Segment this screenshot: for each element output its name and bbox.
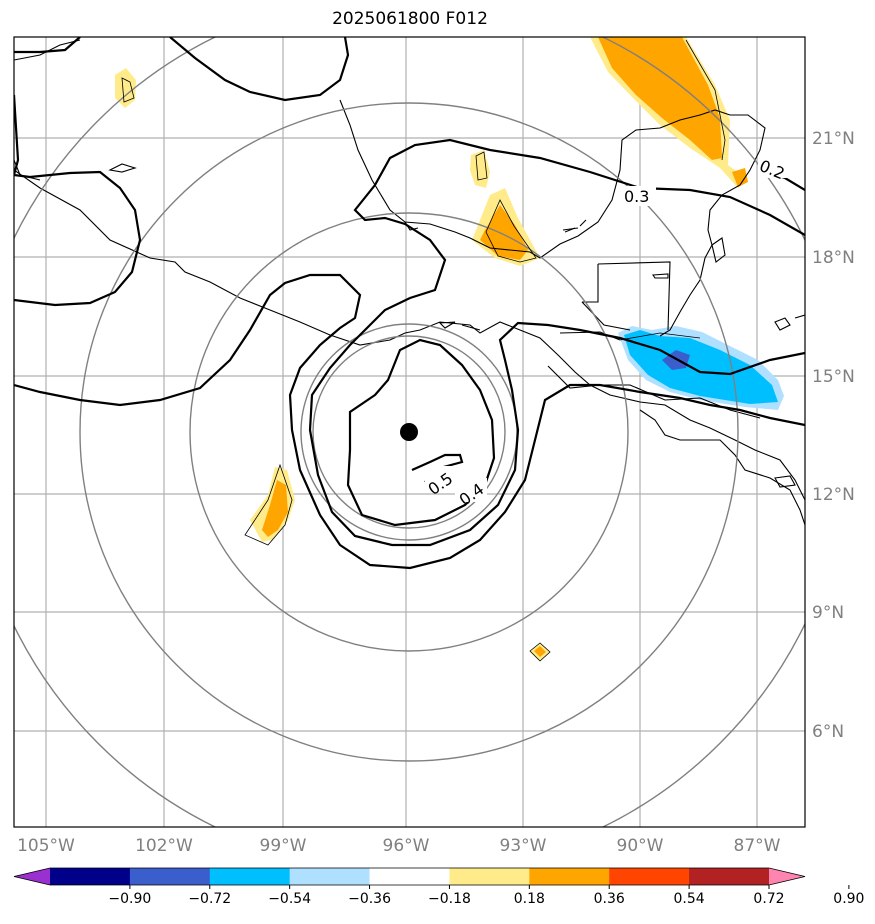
lat-label: 21°N (812, 129, 855, 149)
colorbar: −0.90 −0.72 −0.54 −0.36 −0.18 0.18 0.36 0.54 0.7… (13, 867, 864, 907)
colorbar-segment (289, 868, 371, 885)
lon-label: 102°W (135, 836, 193, 856)
lon-label: 90°W (617, 836, 664, 856)
colorbar-segment (609, 868, 690, 885)
colorbar-tick-label: 0.72 (753, 891, 784, 907)
colorbar-extend-min (14, 868, 50, 885)
colorbar-tick-label: −0.18 (428, 891, 471, 907)
colorbar-tick-label: 0.90 (833, 891, 864, 907)
lat-label: 18°N (812, 248, 855, 268)
colorbar-segment (129, 868, 211, 885)
lat-label: 9°N (812, 603, 844, 623)
colorbar-segment (529, 868, 610, 885)
lon-label: 96°W (383, 836, 430, 856)
shade-outlines (121, 39, 726, 662)
lat-label: 15°N (812, 367, 855, 387)
map-title: 2025061800 F012 (332, 9, 488, 29)
storm-center-marker (400, 423, 418, 441)
colorbar-outline (13, 867, 806, 886)
colorbar-segment (50, 868, 131, 885)
colorbar-segment (689, 868, 770, 885)
colorbar-segment (449, 868, 530, 885)
colorbar-segment (369, 868, 450, 885)
lon-label: 93°W (500, 836, 547, 856)
lon-label: 99°W (260, 836, 307, 856)
shaded-field-negative (618, 326, 784, 410)
contour-lines (14, 37, 805, 570)
contour-label-0-3: 0.3 (624, 187, 649, 206)
latitude-labels: 21°N 18°N 15°N 12°N 9°N 6°N (812, 129, 855, 742)
colorbar-tick-label: 0.36 (594, 891, 625, 907)
lat-label: 6°N (812, 722, 844, 742)
lon-label: 105°W (17, 836, 75, 856)
colorbar-tick-label: 0.54 (674, 891, 705, 907)
colorbar-extend-max (769, 868, 805, 885)
lat-label: 12°N (812, 485, 855, 505)
plot-frame (13, 36, 806, 828)
colorbar-segment (209, 868, 291, 885)
colorbar-tick-label: −0.54 (268, 891, 311, 907)
shaded-field-positive (115, 37, 748, 661)
colorbar-tick-label: 0.18 (514, 891, 545, 907)
colorbar-tick-label: −0.90 (108, 891, 151, 907)
longitude-labels: 105°W 102°W 99°W 96°W 93°W 90°W 87°W (17, 836, 781, 856)
colorbar-tick-label: −0.72 (188, 891, 231, 907)
colorbar-tick-label: −0.36 (348, 891, 391, 907)
lon-label: 87°W (734, 836, 781, 856)
coastlines (14, 39, 805, 526)
